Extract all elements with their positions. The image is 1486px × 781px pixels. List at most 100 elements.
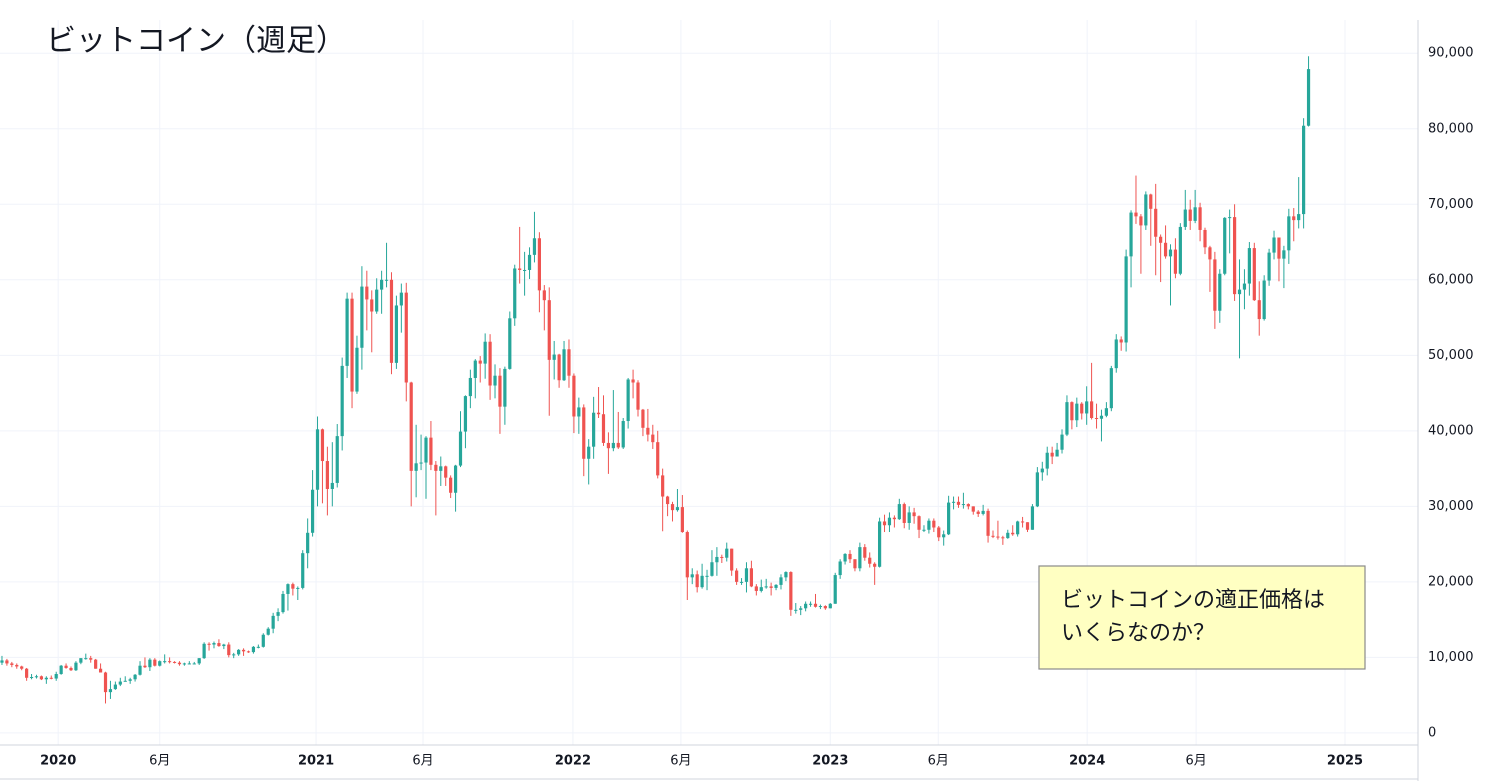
candle-body	[434, 464, 438, 471]
candle-body	[877, 521, 882, 567]
candle-body	[384, 279, 389, 281]
candle-body	[291, 584, 295, 589]
candle-body	[725, 548, 729, 558]
candle-body	[1134, 212, 1138, 217]
candle-body	[769, 586, 773, 588]
y-tick-label: 80,000	[1428, 121, 1474, 136]
candle-body	[503, 368, 507, 407]
candle-body	[1011, 532, 1015, 535]
candle-body	[907, 512, 911, 523]
candle-body	[789, 572, 793, 610]
candle-body	[478, 360, 482, 364]
candle-body	[49, 677, 53, 679]
candle-body	[1114, 339, 1118, 369]
candle-body	[153, 659, 157, 666]
y-tick-label: 70,000	[1428, 197, 1474, 212]
candle-body	[902, 504, 906, 523]
candle-body	[646, 427, 650, 435]
candle-body	[389, 279, 394, 363]
candle-body	[818, 606, 823, 608]
candle-body	[118, 681, 122, 685]
candle-body	[1267, 252, 1271, 281]
candle-body	[1252, 248, 1256, 301]
candle-body	[601, 414, 606, 443]
candle-body	[310, 489, 315, 533]
candle-body	[1302, 125, 1306, 215]
candle-body	[631, 379, 635, 383]
candle-body	[158, 661, 162, 666]
candle-body	[715, 556, 719, 563]
candle-body	[572, 375, 576, 417]
candle-body	[488, 341, 492, 386]
candle-body	[84, 658, 88, 660]
candle-body	[20, 666, 24, 669]
y-tick-label: 30,000	[1428, 499, 1474, 514]
candle-body	[1035, 472, 1039, 507]
candle-body	[537, 238, 541, 291]
candle-body	[641, 409, 645, 428]
candle-body	[1178, 226, 1182, 274]
candle-body	[148, 659, 152, 668]
x-tick-label: 6月	[928, 754, 949, 769]
candle-body	[518, 268, 522, 270]
candle-body	[177, 662, 182, 665]
candle-body	[1218, 273, 1222, 311]
candle-body	[197, 658, 201, 664]
y-tick-label: 50,000	[1428, 348, 1474, 363]
candle-body	[961, 504, 966, 506]
candle-body	[241, 649, 246, 652]
candle-body	[616, 442, 620, 448]
candle-body	[577, 407, 581, 417]
candle-body	[1272, 237, 1276, 253]
candle-body	[266, 628, 270, 635]
candle-body	[138, 665, 142, 675]
candle-body	[1198, 207, 1202, 230]
candle-body	[912, 512, 916, 517]
candle-body	[325, 461, 329, 489]
candle-body	[1129, 212, 1133, 257]
candle-body	[552, 354, 556, 360]
candle-body	[163, 661, 167, 663]
candle-body	[123, 680, 127, 682]
candle-body	[261, 634, 265, 647]
candle-body	[1257, 300, 1261, 320]
y-tick-label: 20,000	[1428, 574, 1474, 589]
candle-body	[794, 609, 798, 611]
candle-body	[927, 520, 931, 530]
candle-body	[567, 349, 571, 376]
candle-body	[281, 593, 285, 613]
candle-body	[942, 534, 946, 538]
candle-body	[98, 668, 103, 673]
candle-body	[656, 442, 660, 476]
candle-body	[1104, 408, 1108, 416]
candle-body	[1159, 236, 1163, 243]
candle-body	[542, 290, 546, 301]
candle-body	[370, 299, 374, 312]
candle-body	[365, 286, 369, 300]
candle-body	[1297, 214, 1301, 221]
candle-body	[774, 584, 778, 588]
candle-body	[1006, 532, 1010, 539]
candle-body	[286, 584, 290, 594]
x-tick-label: 6月	[1185, 754, 1206, 769]
candle-body	[922, 529, 926, 531]
candle-body	[301, 553, 305, 588]
candle-body	[79, 658, 83, 663]
candle-body	[685, 532, 689, 578]
candle-body	[34, 676, 39, 678]
candle-body	[276, 612, 280, 616]
candle-body	[409, 382, 413, 471]
candle-body	[232, 654, 236, 656]
candle-body	[1188, 209, 1192, 221]
candle-body	[414, 463, 418, 471]
candle-body	[739, 581, 744, 583]
candle-body	[808, 603, 813, 605]
candle-body	[1060, 434, 1064, 450]
candle-body	[1193, 207, 1197, 221]
candle-body	[1203, 229, 1207, 248]
candle-body	[458, 431, 463, 466]
candle-body	[868, 557, 872, 564]
candle-body	[735, 570, 739, 582]
candle-body	[1030, 506, 1035, 530]
